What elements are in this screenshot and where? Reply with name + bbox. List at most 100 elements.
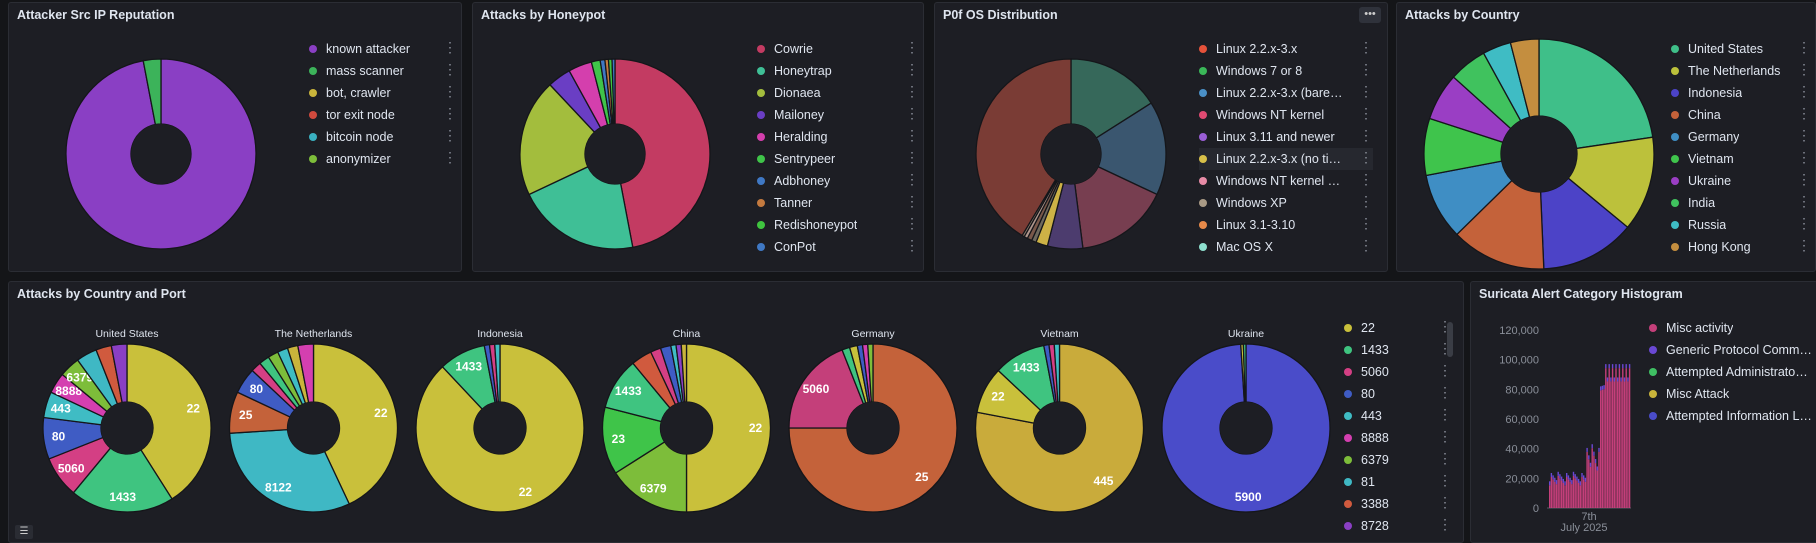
legend-item[interactable]: 1433 ⋮ [1344,339,1452,361]
ellipsis-vertical-icon[interactable]: ⋮ [1359,149,1373,165]
histogram-bar[interactable] [1603,385,1605,390]
histogram-bar[interactable] [1566,476,1568,508]
legend-item[interactable]: Russia ⋮ [1671,214,1811,236]
legend-item[interactable]: 6379 ⋮ [1344,449,1452,471]
ellipsis-vertical-icon[interactable]: ⋮ [1797,149,1811,165]
ellipsis-vertical-icon[interactable]: ⋮ [1797,39,1811,55]
histogram-bar[interactable] [1574,474,1576,479]
legend-item[interactable]: 443 ⋮ [1344,405,1452,427]
legend-item[interactable]: Linux 3.11 and newer ⋮ [1199,126,1373,148]
histogram-bar[interactable] [1608,368,1610,508]
histogram-bar[interactable] [1550,476,1553,508]
histogram-bar[interactable] [1617,381,1619,508]
histogram-bar[interactable] [1601,385,1604,390]
legend-item[interactable]: Indonesia ⋮ [1671,82,1811,104]
ellipsis-vertical-icon[interactable]: ⋮ [1797,215,1811,231]
legend-item[interactable]: India ⋮ [1671,192,1811,214]
histogram-bar[interactable] [1608,364,1610,369]
ellipsis-vertical-icon[interactable]: ⋮ [443,83,457,99]
ellipsis-vertical-icon[interactable]: ⋮ [1438,494,1452,510]
ellipsis-vertical-icon[interactable]: ⋮ [1359,127,1373,143]
histogram-bar[interactable] [1627,377,1629,382]
legend-item[interactable]: Tanner ⋮ [757,192,919,214]
histogram-bar[interactable] [1555,484,1558,508]
histogram-bar[interactable] [1611,368,1614,508]
histogram-bar[interactable] [1596,466,1598,471]
histogram-bar[interactable] [1596,470,1598,508]
panel-options-button[interactable]: ••• [1359,7,1381,23]
legend-item[interactable]: Windows NT kernel … ⋮ [1199,170,1373,192]
histogram-bar[interactable] [1583,475,1585,480]
histogram-bar[interactable] [1606,381,1609,508]
ellipsis-vertical-icon[interactable]: ⋮ [905,215,919,231]
histogram-bar[interactable] [1559,474,1561,479]
histogram-bar[interactable] [1586,451,1588,508]
histogram-bar[interactable] [1566,472,1568,477]
legend-item[interactable]: Linux 2.2.x-3.x ⋮ [1199,38,1373,60]
histogram-bar[interactable] [1622,368,1624,508]
histogram-bar[interactable] [1560,476,1563,481]
ellipsis-vertical-icon[interactable]: ⋮ [1797,127,1811,143]
histogram-bar[interactable] [1605,368,1607,508]
ellipsis-vertical-icon[interactable]: ⋮ [1797,193,1811,209]
ellipsis-vertical-icon[interactable]: ⋮ [1797,237,1811,253]
ellipsis-vertical-icon[interactable]: ⋮ [905,105,919,121]
histogram-bar[interactable] [1628,364,1631,369]
legend-item[interactable]: 3388 ⋮ [1344,493,1452,515]
histogram-bar[interactable] [1559,478,1561,508]
legend-item[interactable]: mass scanner ⋮ [309,60,457,82]
histogram-bar[interactable] [1622,364,1624,369]
ellipsis-vertical-icon[interactable]: ⋮ [1797,171,1811,187]
histogram-bar[interactable] [1618,364,1621,369]
ellipsis-vertical-icon[interactable]: ⋮ [905,193,919,209]
ellipsis-vertical-icon[interactable]: ⋮ [443,39,457,55]
histogram-bar[interactable] [1560,480,1563,508]
legend-item[interactable]: Sentrypeer ⋮ [757,148,919,170]
histogram-bar[interactable] [1569,477,1571,482]
legend-item[interactable]: United States ⋮ [1671,38,1811,60]
legend-item[interactable]: China ⋮ [1671,104,1811,126]
legend-item[interactable]: Honeytrap ⋮ [757,60,919,82]
histogram-bar[interactable] [1627,381,1629,508]
histogram-bar[interactable] [1576,476,1578,481]
legend-item[interactable]: Linux 2.2.x-3.x (bare… ⋮ [1199,82,1373,104]
histogram-bar[interactable] [1555,480,1558,485]
histogram-bar[interactable] [1610,377,1612,382]
histogram-bar[interactable] [1554,477,1556,482]
ellipsis-vertical-icon[interactable]: ⋮ [1438,450,1452,466]
legend-item[interactable]: 8888 ⋮ [1344,427,1452,449]
ellipsis-vertical-icon[interactable]: ⋮ [1359,83,1373,99]
ellipsis-vertical-icon[interactable]: ⋮ [1438,362,1452,378]
ellipsis-vertical-icon[interactable]: ⋮ [1438,406,1452,422]
legend-item[interactable]: Misc Attack [1649,383,1816,405]
histogram-bar[interactable] [1617,377,1619,382]
histogram-bar[interactable] [1562,482,1564,508]
histogram-bar[interactable] [1589,466,1592,508]
legend-item[interactable]: Windows 7 or 8 ⋮ [1199,60,1373,82]
ellipsis-vertical-icon[interactable]: ⋮ [905,61,919,77]
legend-item[interactable]: Linux 2.2.x-3.x (no ti… ⋮ [1199,148,1373,170]
histogram-bar[interactable] [1623,377,1626,382]
histogram-bar[interactable] [1579,485,1581,508]
histogram-bar[interactable] [1620,381,1622,508]
histogram-bar[interactable] [1557,475,1559,508]
histogram-bar[interactable] [1615,368,1617,508]
legend-item[interactable]: Windows XP ⋮ [1199,192,1373,214]
histogram-bar[interactable] [1623,381,1626,508]
ellipsis-vertical-icon[interactable]: ⋮ [1359,105,1373,121]
histogram-bar[interactable] [1567,479,1570,508]
ellipsis-vertical-icon[interactable]: ⋮ [905,171,919,187]
histogram-bar[interactable] [1572,475,1575,508]
ellipsis-vertical-icon[interactable]: ⋮ [1359,237,1373,253]
histogram-bar[interactable] [1557,471,1559,476]
histogram-bar[interactable] [1600,386,1602,391]
legend-item[interactable]: The Netherlands ⋮ [1671,60,1811,82]
ellipsis-vertical-icon[interactable]: ⋮ [1359,39,1373,55]
ellipsis-vertical-icon[interactable]: ⋮ [905,149,919,165]
histogram-bar[interactable] [1583,479,1585,508]
histogram-bar[interactable] [1550,472,1553,477]
histogram-bar[interactable] [1554,481,1556,508]
legend-item[interactable]: Misc activity [1649,317,1816,339]
histogram-bar[interactable] [1628,368,1631,508]
histogram-bar[interactable] [1610,381,1612,508]
